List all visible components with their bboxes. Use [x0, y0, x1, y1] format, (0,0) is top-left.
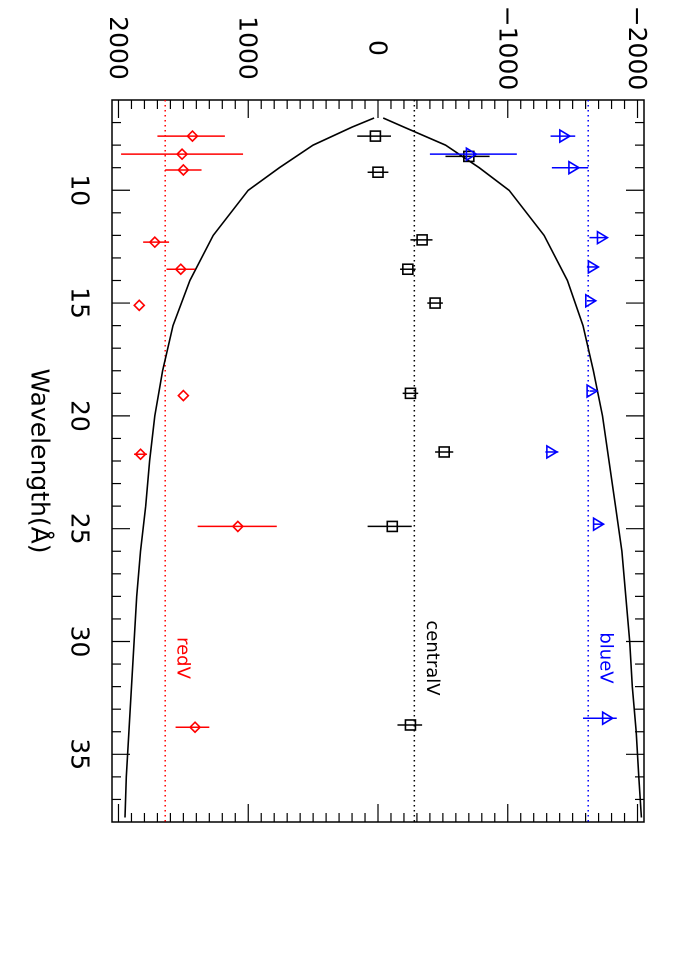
- centralV-point: [404, 387, 417, 400]
- blueV-point: [568, 160, 581, 176]
- x-axis-title: Wavelength(Å): [26, 369, 55, 554]
- centralV-point: [416, 234, 428, 246]
- blueV-point: [587, 259, 600, 275]
- x-tick-label: 30: [66, 626, 95, 658]
- centralV-point: [404, 719, 417, 731]
- blueV-point: [596, 230, 610, 246]
- envelope-upper-curve: [124, 117, 375, 818]
- y-tick-label: 1000: [234, 16, 263, 80]
- blueV-point: [592, 516, 606, 532]
- x-tick-label: 35: [66, 738, 95, 770]
- centralV-point: [402, 263, 414, 276]
- redV-point: [188, 721, 202, 734]
- x-tick-label: 10: [66, 174, 95, 206]
- y-tick-label: 2000: [104, 16, 133, 80]
- redV-point: [177, 389, 190, 402]
- centralV-point: [386, 520, 399, 533]
- y-tick-label: 0: [364, 40, 393, 56]
- centralV-point: [369, 130, 382, 142]
- x-tick-label: 15: [66, 287, 95, 319]
- redV-point: [231, 520, 244, 533]
- redV-point: [186, 129, 199, 143]
- blueV-point: [584, 293, 598, 309]
- blueV-label: blueV: [596, 632, 617, 684]
- x-tick-label: 20: [66, 400, 95, 432]
- blueV-point: [465, 146, 478, 162]
- redV-point: [177, 163, 190, 177]
- redV-point: [175, 148, 189, 161]
- redV-point: [148, 236, 161, 249]
- centralV-point: [372, 166, 384, 178]
- x-tick-label: 25: [66, 513, 95, 545]
- redV-point: [174, 263, 187, 276]
- centralV-point: [438, 446, 450, 458]
- redV-label: redV: [173, 637, 194, 680]
- blueV-point: [601, 710, 615, 726]
- centralV-point: [429, 297, 441, 309]
- y-tick-label: −1000: [493, 6, 522, 91]
- redV-point: [134, 448, 147, 461]
- blueV-point: [559, 128, 572, 144]
- blueV-point: [586, 383, 599, 399]
- envelope-lower-curve: [382, 117, 643, 818]
- y-tick-label: −2000: [623, 6, 652, 91]
- redV-point: [133, 299, 146, 312]
- centralV-label: centralV: [422, 620, 443, 696]
- blueV-point: [546, 444, 559, 460]
- plot-frame: [111, 99, 645, 823]
